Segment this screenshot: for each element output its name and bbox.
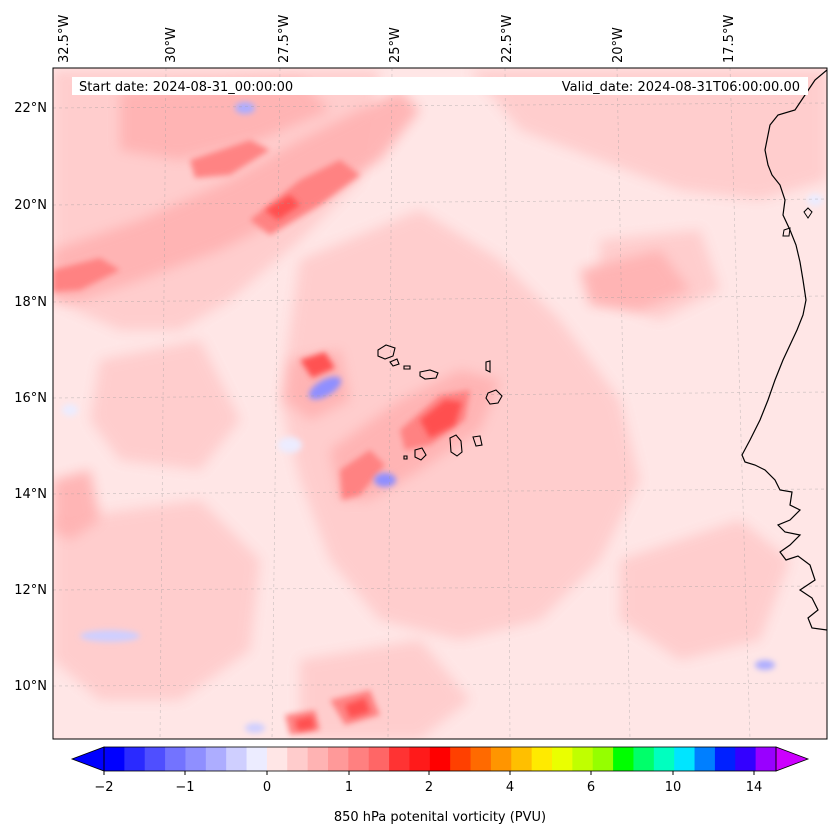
- colorbar-cell: [511, 747, 533, 771]
- colorbar-cell: [633, 747, 655, 771]
- colorbar-cell: [572, 747, 594, 771]
- colorbar-extend-low: [70, 746, 105, 772]
- colorbar-cell: [328, 747, 349, 771]
- colorbar-cell: [368, 747, 390, 771]
- colorbar-cell: [490, 747, 512, 771]
- colorbar-cell: [429, 747, 451, 771]
- cape-verde-islands: [377, 344, 503, 461]
- colorbar-cell: [409, 747, 431, 771]
- colorbar-cell: [165, 747, 186, 771]
- lat-label: 20°N: [14, 198, 47, 213]
- colorbar-tick-label: 2: [425, 780, 433, 795]
- colorbar-extend-high: [775, 746, 810, 772]
- colorbar: −2 −1 0 1 2 4 6 10 14 850 hPa potenital …: [70, 746, 810, 825]
- latitude-labels: 22°N 20°N 18°N 16°N 14°N 12°N 10°N: [14, 101, 47, 694]
- lat-label: 10°N: [14, 679, 47, 694]
- lon-label: 22.5°W: [500, 15, 515, 63]
- lat-label: 14°N: [14, 487, 47, 502]
- colorbar-title: 850 hPa potenital vorticity (PVU): [334, 810, 546, 825]
- colorbar-cell: [226, 747, 248, 771]
- colorbar-tick-label: 14: [746, 780, 763, 795]
- lat-label: 12°N: [14, 583, 47, 598]
- negative-spots: [62, 102, 823, 733]
- colorbar-ticks: −2 −1 0 1 2 4 6 10 14: [94, 771, 762, 795]
- colorbar-cell: [287, 747, 309, 771]
- valid-date-label: Valid_date: 2024-08-31T06:00:00.00: [562, 80, 800, 95]
- colorbar-cell: [144, 747, 166, 771]
- map-panel: Start date: 2024-08-31_00:00:00 Valid_da…: [14, 15, 828, 740]
- start-date-label: Start date: 2024-08-31_00:00:00: [79, 80, 293, 95]
- colorbar-cell: [531, 747, 553, 771]
- colorbar-cell: [205, 747, 227, 771]
- vorticity-field: [53, 68, 827, 739]
- colorbar-tick-label: 0: [263, 780, 271, 795]
- colorbar-tick-label: −2: [94, 780, 113, 795]
- colorbar-tick-label: −1: [175, 780, 194, 795]
- lat-label: 16°N: [14, 391, 47, 406]
- colorbar-cell: [592, 747, 614, 771]
- map-frame: [52, 67, 828, 740]
- colorbar-cell: [185, 747, 207, 771]
- colorbar-cell: [714, 747, 736, 771]
- colorbar-cell: [613, 747, 634, 771]
- colorbar-cell: [450, 747, 472, 771]
- colorbar-cell: [470, 747, 492, 771]
- colorbar-cell: [266, 747, 288, 771]
- colorbar-tick-label: 1: [345, 780, 353, 795]
- colorbar-tick-label: 4: [506, 780, 514, 795]
- lon-label: 25°W: [388, 27, 403, 63]
- colorbar-cell: [674, 747, 696, 771]
- colorbar-cell: [307, 747, 329, 771]
- lat-label: 22°N: [14, 101, 47, 116]
- colorbar-cell: [694, 747, 716, 771]
- date-banner: [72, 77, 808, 95]
- lon-label: 32.5°W: [57, 15, 72, 63]
- colorbar-cell: [755, 747, 777, 771]
- colorbar-cell: [735, 747, 757, 771]
- longitude-labels: 32.5°W 30°W 27.5°W 25°W 22.5°W 20°W 17.5…: [57, 15, 737, 63]
- colorbar-cell: [104, 747, 125, 771]
- colorbar-cell: [653, 747, 675, 771]
- africa-coastline: [741, 69, 827, 631]
- lon-label: 27.5°W: [277, 15, 292, 63]
- colorbar-cell: [246, 747, 268, 771]
- colorbar-cell: [389, 747, 410, 771]
- lon-label: 20°W: [611, 27, 626, 63]
- gridlines: [53, 68, 827, 739]
- colorbar-cell: [552, 747, 573, 771]
- lon-label: 17.5°W: [722, 15, 737, 63]
- colorbar-cell: [348, 747, 370, 771]
- colorbar-cell: [124, 747, 146, 771]
- colorbar-cells: [104, 747, 777, 771]
- lon-label: 30°W: [164, 27, 179, 63]
- colorbar-tick-label: 6: [587, 780, 595, 795]
- colorbar-tick-label: 10: [665, 780, 682, 795]
- lat-label: 18°N: [14, 295, 47, 310]
- colorbar-frame: [103, 746, 777, 772]
